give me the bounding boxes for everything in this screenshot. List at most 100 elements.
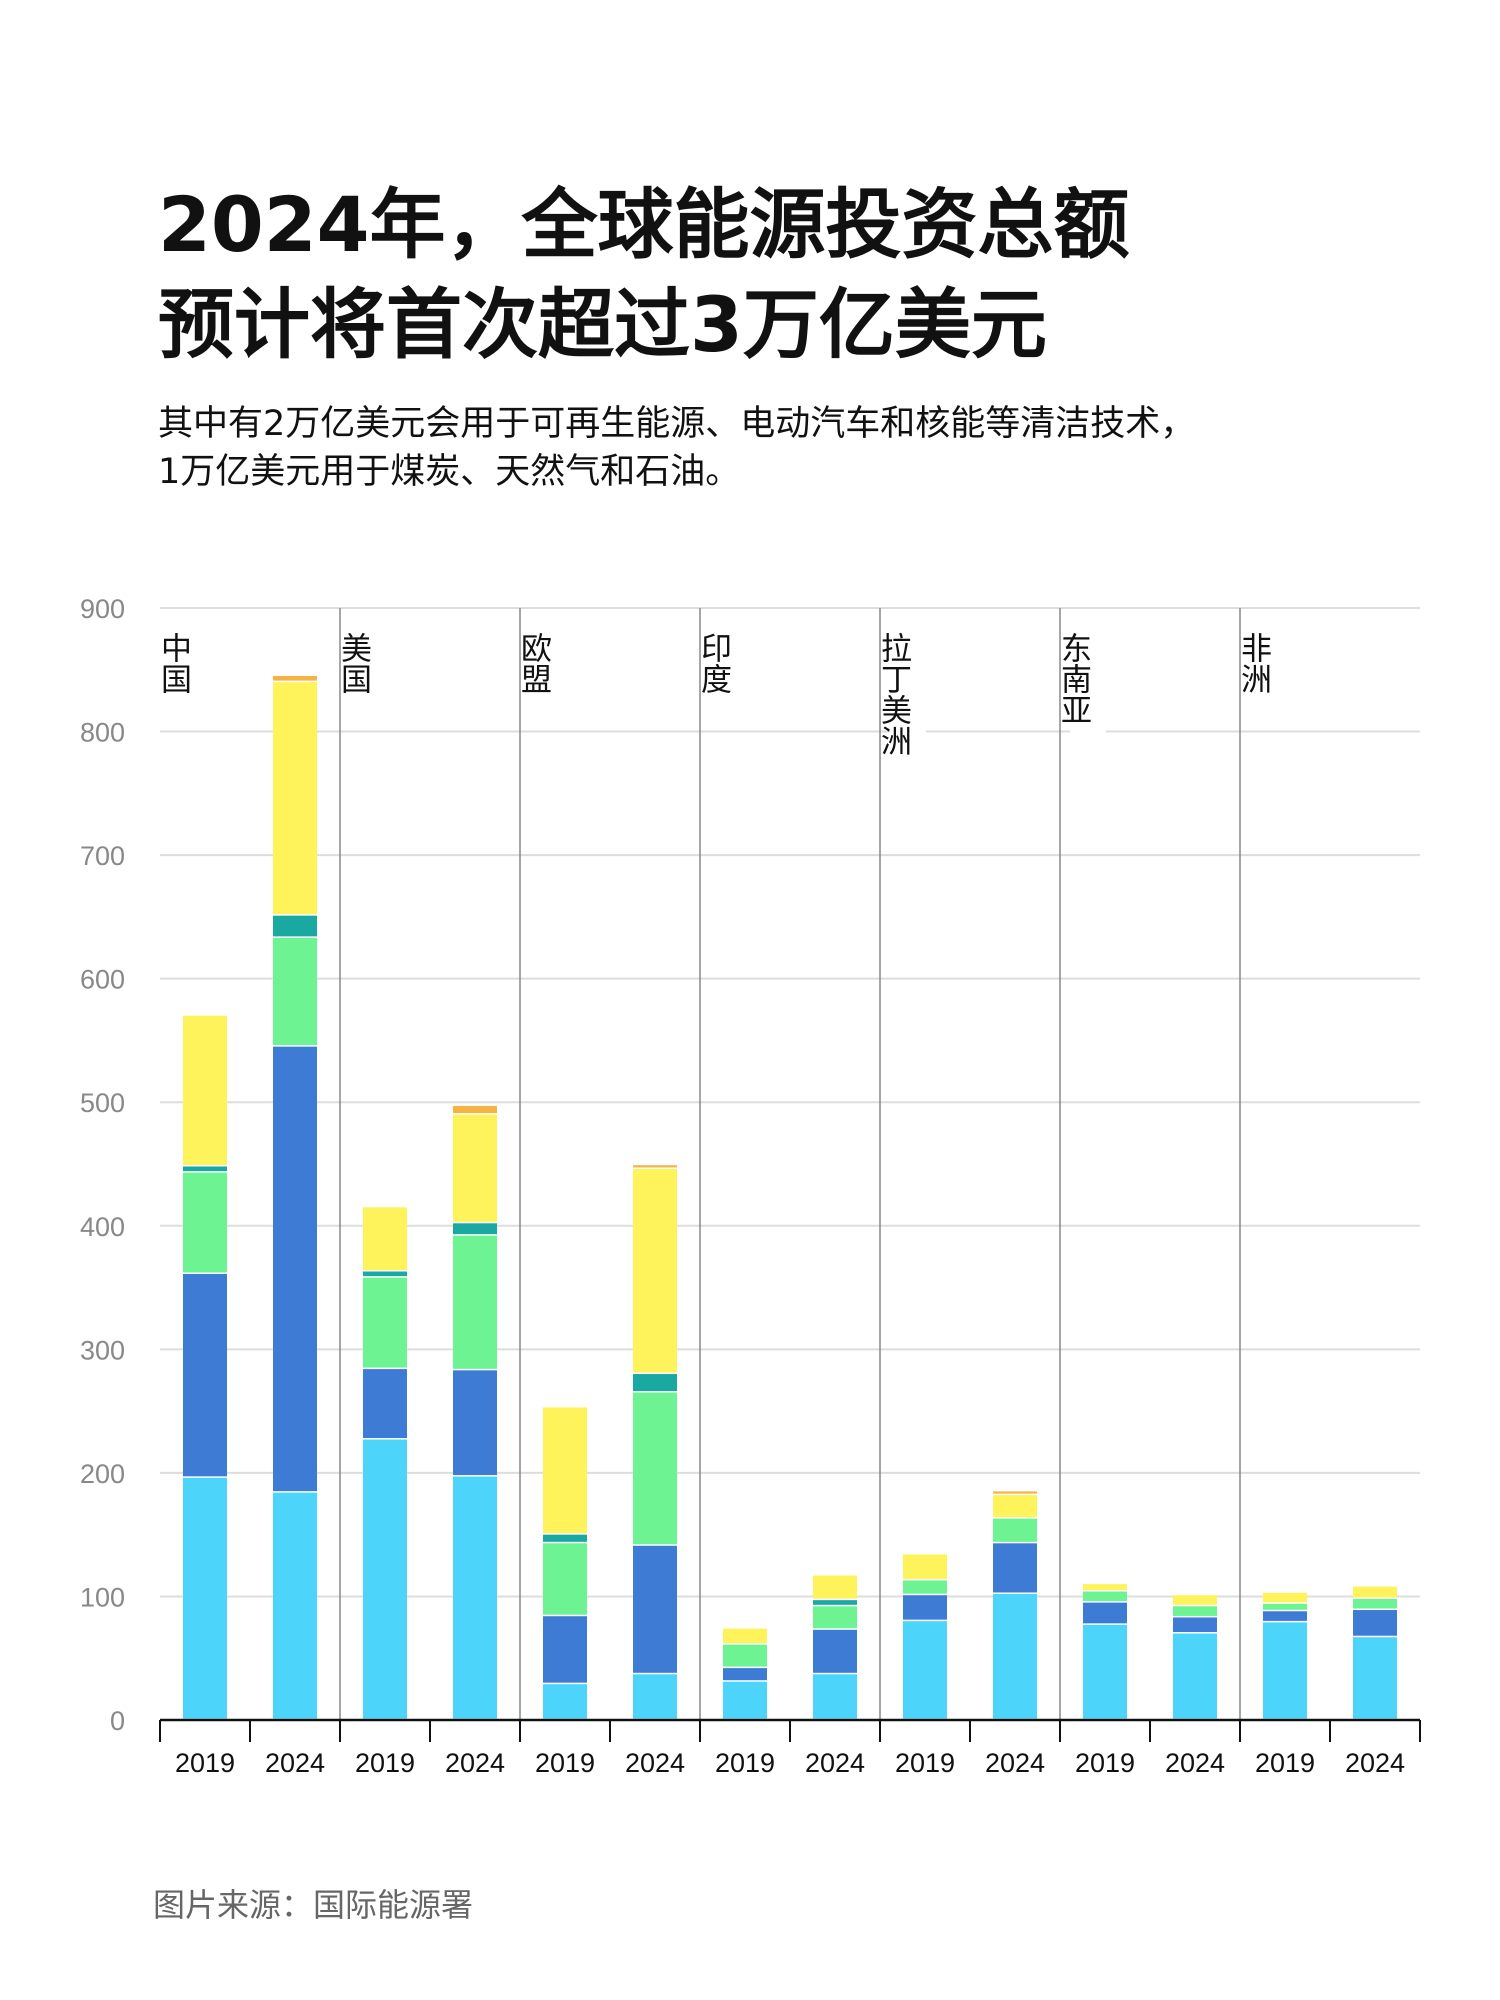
bar-segment-非洲-2019-s1 — [1263, 1622, 1307, 1719]
group-label-bg-2 — [530, 628, 566, 712]
group-label-bg-1 — [350, 628, 386, 712]
y-tick-label-800: 800 — [80, 718, 125, 748]
group-label-bg-4 — [890, 628, 926, 786]
bar-segment-欧盟-2019-s4 — [543, 1534, 587, 1542]
group-label-1: 美国 — [335, 632, 371, 694]
bar-segment-非洲-2024-s2 — [1353, 1610, 1397, 1636]
bar-segment-欧盟-2024-s5 — [633, 1168, 677, 1373]
bar-segment-非洲-2024-s5 — [1353, 1586, 1397, 1598]
bar-segment-拉丁美洲-2019-s1 — [903, 1621, 947, 1719]
x-tick-label-美国-2024: 2024 — [445, 1748, 505, 1778]
bar-segment-东南亚-2024-s3 — [1173, 1606, 1217, 1616]
x-tick-label-东南亚-2024: 2024 — [1165, 1748, 1225, 1778]
bar-segment-非洲-2019-s5 — [1263, 1592, 1307, 1603]
bar-segment-欧盟-2019-s3 — [543, 1543, 587, 1615]
chart-subtitle-line-1: 其中有2万亿美元会用于可再生能源、电动汽车和核能等清洁技术， — [158, 404, 1196, 444]
x-tick-label-美国-2019: 2019 — [355, 1748, 415, 1778]
bar-segment-印度-2024-s4 — [813, 1600, 857, 1605]
y-tick-label-500: 500 — [80, 1088, 125, 1118]
bar-segment-东南亚-2024-s1 — [1173, 1633, 1217, 1719]
bar-segment-中国-2019-s4 — [183, 1166, 227, 1172]
bar-segment-印度-2024-s5 — [813, 1575, 857, 1599]
bar-segment-拉丁美洲-2019-s3 — [903, 1580, 947, 1594]
bar-segment-拉丁美洲-2019-s2 — [903, 1595, 947, 1620]
bar-segment-非洲-2019-s2 — [1263, 1611, 1307, 1621]
bar-segment-中国-2024-s1 — [273, 1492, 317, 1719]
group-label-bg-6 — [1250, 628, 1286, 712]
bar-segment-拉丁美洲-2024-s5 — [993, 1495, 1037, 1518]
bar-segment-欧盟-2024-s1 — [633, 1674, 677, 1719]
bar-segment-东南亚-2019-s1 — [1083, 1624, 1127, 1719]
bar-segment-东南亚-2019-s2 — [1083, 1602, 1127, 1624]
x-tick-label-拉丁美洲-2024: 2024 — [985, 1748, 1045, 1778]
group-label-4: 拉丁美洲 — [875, 632, 911, 756]
x-tick-label-东南亚-2019: 2019 — [1075, 1748, 1135, 1778]
bar-segment-中国-2019-s3 — [183, 1172, 227, 1273]
chart-subtitle: 其中有2万亿美元会用于可再生能源、电动汽车和核能等清洁技术， 1万亿美元用于煤炭… — [158, 400, 1408, 496]
bar-segment-拉丁美洲-2024-s6 — [993, 1491, 1037, 1494]
bar-segment-非洲-2024-s3 — [1353, 1598, 1397, 1609]
group-label-6: 非洲 — [1235, 632, 1271, 694]
bar-segment-印度-2019-s2 — [723, 1668, 767, 1681]
bar-segment-欧盟-2024-s3 — [633, 1392, 677, 1545]
bar-segment-东南亚-2019-s5 — [1083, 1584, 1127, 1591]
bar-segment-拉丁美洲-2024-s2 — [993, 1543, 1037, 1593]
bar-segment-欧盟-2019-s5 — [543, 1407, 587, 1534]
group-label-0: 中国 — [155, 632, 191, 694]
bar-segment-东南亚-2024-s5 — [1173, 1595, 1217, 1605]
bar-segment-东南亚-2019-s3 — [1083, 1591, 1127, 1602]
x-tick-label-印度-2024: 2024 — [805, 1748, 865, 1778]
bar-segment-欧盟-2024-s4 — [633, 1374, 677, 1392]
group-label-bg-5 — [1070, 628, 1106, 749]
bar-segment-中国-2019-s1 — [183, 1477, 227, 1719]
chart-title-line-1: 2024年，全球能源投资总额 — [158, 180, 1130, 269]
group-label-2: 欧盟 — [515, 632, 551, 694]
y-tick-label-400: 400 — [80, 1212, 125, 1242]
bar-segment-中国-2024-s6 — [273, 675, 317, 681]
bar-segment-拉丁美洲-2024-s3 — [993, 1518, 1037, 1542]
bar-segment-中国-2024-s5 — [273, 682, 317, 915]
bar-segment-印度-2024-s3 — [813, 1606, 857, 1629]
bar-segment-美国-2024-s2 — [453, 1370, 497, 1476]
bar-segment-美国-2024-s4 — [453, 1223, 497, 1235]
bar-segment-印度-2019-s3 — [723, 1644, 767, 1667]
bar-segment-东南亚-2024-s2 — [1173, 1617, 1217, 1633]
bar-segment-印度-2024-s2 — [813, 1629, 857, 1673]
group-label-bg-3 — [710, 628, 746, 712]
chart-subtitle-line-2: 1万亿美元用于煤炭、天然气和石油。 — [158, 452, 741, 492]
x-tick-label-印度-2019: 2019 — [715, 1748, 775, 1778]
y-tick-label-100: 100 — [80, 1582, 125, 1612]
bar-segment-中国-2019-s5 — [183, 1015, 227, 1165]
x-tick-label-非洲-2024: 2024 — [1345, 1748, 1405, 1778]
y-tick-label-700: 700 — [80, 841, 125, 871]
bar-segment-美国-2019-s3 — [363, 1277, 407, 1368]
x-tick-label-欧盟-2019: 2019 — [535, 1748, 595, 1778]
y-tick-label-300: 300 — [80, 1335, 125, 1365]
x-tick-label-非洲-2019: 2019 — [1255, 1748, 1315, 1778]
y-tick-label-0: 0 — [110, 1706, 125, 1736]
bar-segment-非洲-2019-s3 — [1263, 1603, 1307, 1610]
y-tick-label-900: 900 — [80, 594, 125, 624]
bar-segment-拉丁美洲-2019-s5 — [903, 1554, 947, 1579]
bar-segment-美国-2019-s4 — [363, 1271, 407, 1277]
group-label-5: 东南亚 — [1055, 632, 1091, 725]
bar-segment-美国-2024-s3 — [453, 1235, 497, 1369]
source-note: 图片来源：国际能源署 — [153, 1886, 474, 1924]
x-tick-label-中国-2024: 2024 — [265, 1748, 325, 1778]
group-label-3: 印度 — [695, 632, 731, 694]
bar-segment-中国-2024-s4 — [273, 915, 317, 937]
y-tick-label-600: 600 — [80, 965, 125, 995]
bar-segment-欧盟-2019-s2 — [543, 1616, 587, 1683]
bar-segment-美国-2019-s5 — [363, 1207, 407, 1270]
bar-segment-中国-2024-s3 — [273, 937, 317, 1046]
x-tick-label-拉丁美洲-2019: 2019 — [895, 1748, 955, 1778]
stacked-bar-chart: 0 100 200 300 400 500 600 700 800 900 中国 美国 欧盟 印度 拉丁美洲… — [80, 594, 1421, 1778]
bar-segment-中国-2024-s2 — [273, 1046, 317, 1492]
bar-segment-中国-2019-s2 — [183, 1273, 227, 1477]
chart-title-line-2: 预计将首次超过3万亿美元 — [158, 280, 1047, 369]
bar-segment-欧盟-2024-s2 — [633, 1545, 677, 1673]
bar-segment-拉丁美洲-2024-s1 — [993, 1593, 1037, 1719]
group-label-bg-0 — [170, 628, 206, 712]
y-tick-label-200: 200 — [80, 1459, 125, 1489]
bar-segment-欧盟-2024-s6 — [633, 1165, 677, 1168]
